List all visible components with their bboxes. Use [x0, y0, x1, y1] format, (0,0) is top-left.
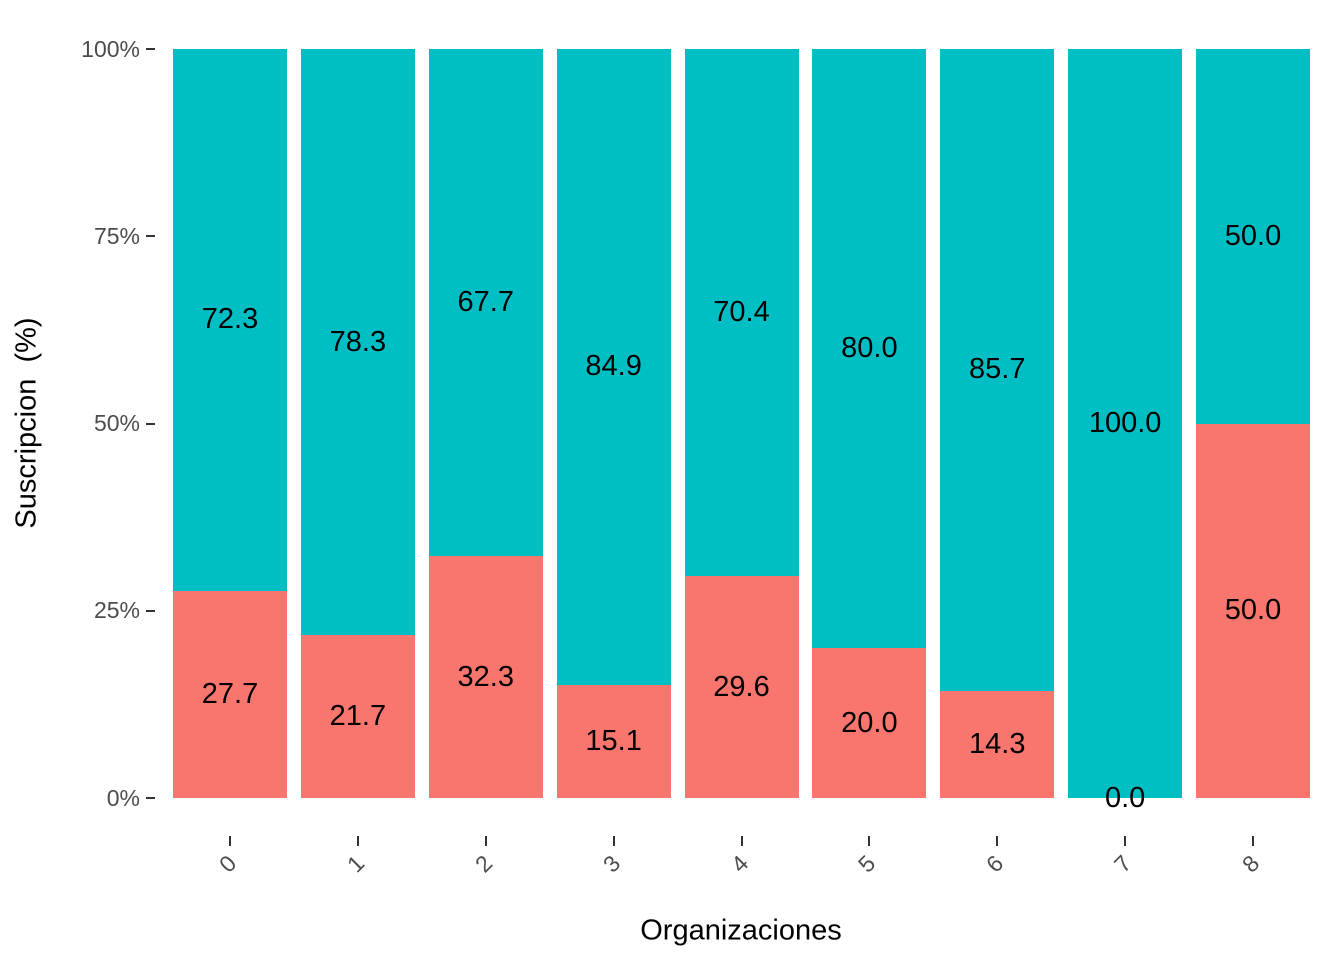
x-tick-label: 3: [597, 849, 625, 878]
bar-value-label: 21.7: [329, 700, 387, 733]
bar-value-label: 72.3: [201, 303, 259, 336]
x-tick-mark: [868, 836, 871, 846]
bar-value-label: 67.7: [457, 286, 514, 319]
x-tick-label: 0: [213, 849, 242, 878]
x-tick-mark: [996, 836, 999, 846]
bar-segment-teal: 78.3: [300, 49, 415, 636]
y-tick-mark: [146, 422, 155, 425]
x-tick-label: 7: [1109, 849, 1137, 878]
x-tick-mark: [1124, 836, 1127, 846]
x-tick-mark: [484, 836, 487, 846]
bar-segment-teal: 50.0: [1196, 49, 1310, 424]
y-tick-mark: [146, 797, 155, 799]
bar-value-label: 32.3: [457, 660, 514, 693]
bar-segment-teal: 70.4: [684, 49, 799, 577]
y-tick-mark: [146, 48, 155, 50]
x-axis-title: Organizaciones: [640, 914, 842, 947]
x-tick-mark: [740, 836, 743, 846]
x-tick-label: 4: [725, 849, 753, 878]
bar-segment-teal: 100.0: [1068, 49, 1183, 798]
bar-segment-salmon: 29.6: [684, 576, 799, 798]
x-tick-label: 6: [981, 849, 1009, 878]
bar-segment-salmon: 14.3: [940, 690, 1055, 798]
bar-value-label: 84.9: [585, 350, 642, 383]
x-tick-label: 2: [469, 849, 498, 878]
bar-value-label: 85.7: [969, 353, 1026, 386]
bar-segment-salmon: 27.7: [173, 590, 287, 798]
x-tick-mark: [229, 836, 231, 846]
bar-value-label: 15.1: [585, 724, 642, 757]
bar-value-label: 70.4: [713, 296, 770, 329]
bar-segment-teal: 85.7: [940, 49, 1055, 691]
bar-segment-teal: 72.3: [173, 49, 287, 591]
bar-value-label: 80.0: [841, 332, 898, 365]
y-tick-label: 75%: [93, 222, 140, 249]
bar-segment-salmon: 50.0: [1196, 423, 1310, 798]
bar-segment-teal: 67.7: [428, 49, 543, 557]
bar-value-label: 50.0: [1224, 594, 1282, 627]
x-tick-label: 1: [341, 849, 370, 878]
y-tick-mark: [146, 609, 155, 612]
bar-value-label: 0.0: [1104, 781, 1146, 814]
bar-segment-salmon: 21.7: [300, 635, 415, 798]
bar-value-label: 50.0: [1224, 219, 1282, 252]
bar-value-label: 100.0: [1088, 407, 1162, 439]
bar-value-label: 29.6: [713, 670, 770, 703]
y-tick-mark: [146, 235, 155, 238]
y-tick-label: 50%: [93, 410, 140, 436]
bar-segment-salmon: 32.3: [428, 556, 543, 798]
x-tick-label: 8: [1236, 849, 1265, 878]
x-tick-label: 5: [853, 849, 881, 878]
bar-segment-salmon: 15.1: [556, 684, 671, 798]
bar-segment-teal: 84.9: [556, 49, 671, 685]
bar-value-label: 27.7: [201, 677, 259, 710]
bar-value-label: 78.3: [329, 325, 387, 358]
bar-value-label: 20.0: [841, 706, 898, 739]
y-tick-label: 0%: [106, 784, 140, 811]
bar-value-label: 14.3: [969, 727, 1026, 760]
y-tick-label: 25%: [93, 597, 140, 624]
x-tick-mark: [356, 836, 359, 846]
y-tick-label: 100%: [81, 35, 140, 62]
x-tick-mark: [612, 836, 615, 846]
bar-segment-salmon: 20.0: [812, 648, 927, 798]
bar-segment-teal: 80.0: [812, 49, 927, 649]
x-tick-mark: [1252, 836, 1254, 846]
